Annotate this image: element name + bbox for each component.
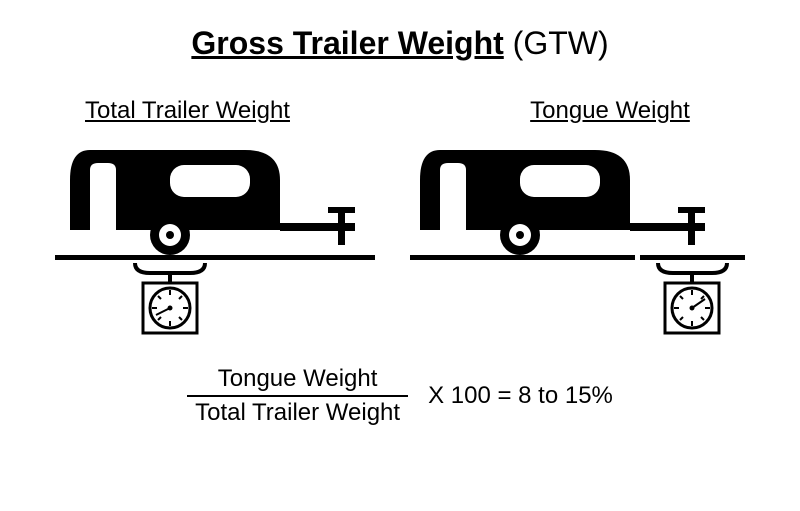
- page-title: Gross Trailer Weight (GTW): [0, 0, 800, 62]
- weigh-bracket-icon: [135, 263, 205, 283]
- weigh-bracket-icon: [658, 263, 727, 283]
- formula-fraction: Tongue Weight Total Trailer Weight: [187, 365, 408, 427]
- diagram-row: Total Trailer Weight: [0, 97, 800, 335]
- formula-denominator: Total Trailer Weight: [187, 395, 408, 427]
- title-main: Gross Trailer Weight: [191, 25, 503, 61]
- total-trailer-weight-diagram: [50, 135, 390, 335]
- total-trailer-weight-label: Total Trailer Weight: [85, 97, 290, 125]
- total-trailer-weight-block: Total Trailer Weight: [45, 97, 395, 335]
- trailer-icon: [70, 150, 355, 255]
- tongue-weight-label: Tongue Weight: [530, 97, 690, 125]
- scale-icon: [665, 283, 719, 333]
- tongue-weight-diagram: [410, 135, 750, 335]
- formula-numerator: Tongue Weight: [210, 365, 386, 395]
- ground-line: [410, 255, 635, 260]
- formula-result: X 100 = 8 to 15%: [428, 382, 613, 410]
- trailer-icon: [420, 150, 705, 255]
- ground-line: [55, 255, 375, 260]
- scale-icon: [143, 283, 197, 333]
- scale-platform: [640, 255, 745, 260]
- formula: Tongue Weight Total Trailer Weight X 100…: [0, 365, 800, 427]
- tongue-weight-block: Tongue Weight: [405, 97, 755, 335]
- title-suffix: (GTW): [504, 25, 609, 61]
